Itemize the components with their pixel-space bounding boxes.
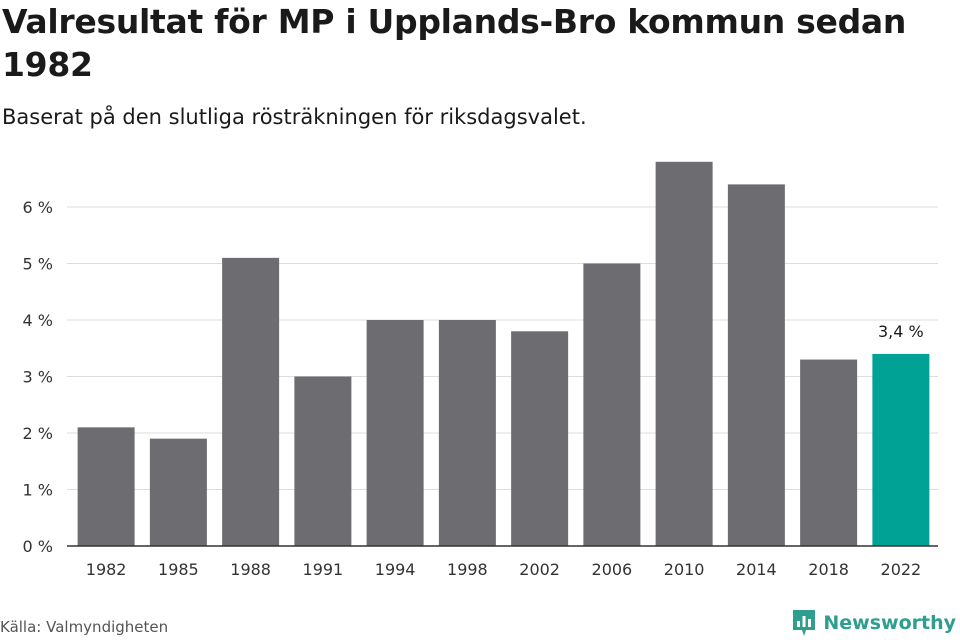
bar-2022 <box>872 353 930 546</box>
y-tick-label: 0 % <box>23 537 53 556</box>
bar-1985 <box>149 438 207 546</box>
bar-1982 <box>77 427 135 546</box>
gridlines <box>67 206 938 490</box>
x-tick-label: 2002 <box>519 560 560 579</box>
x-tick-label: 1994 <box>375 560 416 579</box>
brand-name: Newsworthy <box>823 612 956 634</box>
bar-1988 <box>222 257 280 546</box>
bar-chart: 0 %1 %2 %3 %4 %5 %6 % 1982 1985 1988 1991 19… <box>23 161 938 579</box>
bar-2010 <box>655 161 713 547</box>
x-tick-label: 2018 <box>808 560 849 579</box>
bar-2018 <box>800 359 858 546</box>
y-tick-label: 4 % <box>23 311 53 330</box>
chart-title: Valresultat för MP i Upplands-Bro kommun… <box>2 2 907 84</box>
data-label: 3,4 % <box>878 322 924 341</box>
brand-logo: Newsworthy <box>791 608 956 638</box>
y-tick-label: 1 % <box>23 481 53 500</box>
chart-subtitle: Baserat på den slutliga rösträkningen fö… <box>2 105 587 129</box>
x-tick-label: 1998 <box>447 560 488 579</box>
source-note: Källa: Valmyndigheten <box>0 618 169 636</box>
y-tick-label: 3 % <box>23 368 53 387</box>
x-tick-label: 1988 <box>230 560 271 579</box>
x-tick-label: 1982 <box>86 560 127 579</box>
newsworthy-logo-icon <box>793 610 816 636</box>
x-axis-ticks: 1982 1985 1988 1991 1994 1998 2002 2006 2010 2014… <box>86 560 921 579</box>
bar-2002 <box>511 331 569 546</box>
x-tick-label: 2014 <box>736 560 777 579</box>
y-tick-label: 6 % <box>23 198 53 217</box>
y-tick-label: 2 % <box>23 424 53 443</box>
bar-2006 <box>583 263 641 546</box>
y-axis-ticks: 0 % 1 % 2 % 3 % 4 % 5 % 6 % <box>23 198 53 556</box>
x-tick-label: 2006 <box>592 560 633 579</box>
bar-1998 <box>438 320 496 546</box>
bar-1994 <box>366 320 424 546</box>
y-tick-label: 5 % <box>23 255 53 274</box>
x-tick-label: 2022 <box>881 560 922 579</box>
bars <box>77 161 930 547</box>
x-tick-label: 1985 <box>158 560 199 579</box>
data-labels: 3,4 % <box>878 322 924 341</box>
x-tick-label: 2010 <box>664 560 705 579</box>
x-tick-label: 1991 <box>303 560 344 579</box>
bar-2014 <box>727 184 785 546</box>
bar-1991 <box>294 376 352 546</box>
